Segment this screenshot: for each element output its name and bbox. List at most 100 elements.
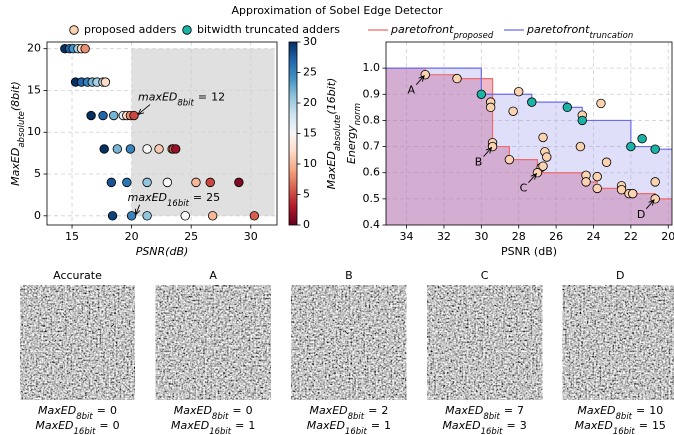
point (562, 102, 573, 113)
point (122, 177, 132, 188)
panel-caption-part: 0 (246, 404, 253, 417)
point (485, 102, 496, 113)
point (142, 177, 152, 188)
panel-caption: MaxED16bit = 1 (171, 419, 255, 435)
y-axis-label-part: Energy (345, 125, 358, 164)
panel-caption: MaxED16bit = 1 (307, 419, 391, 435)
annotation-part: 16bit (167, 198, 190, 208)
point (100, 77, 111, 87)
annotation-part: maxED (128, 191, 167, 204)
point (99, 144, 109, 154)
panel-caption-part: 16bit (209, 427, 232, 435)
annotation-arrow (645, 200, 654, 210)
panel-title: D (616, 269, 624, 282)
point (129, 110, 139, 121)
colorbar-tick-label: 10 (303, 157, 317, 170)
colorbar-label-part: (16bit) (325, 78, 338, 115)
annotation-arrow (136, 204, 140, 215)
point (592, 183, 602, 194)
point (577, 115, 587, 126)
panel-caption-part: 8bit (483, 412, 500, 422)
point (106, 177, 117, 188)
point (650, 177, 660, 187)
panel-caption-part: 15 (652, 419, 666, 432)
panel-caption-part: = (371, 419, 380, 432)
x-tick-label: 30 (244, 230, 258, 243)
panel-caption-part: 7 (517, 404, 524, 417)
panel-caption-part: 8bit (76, 412, 93, 422)
panel-image (562, 285, 674, 400)
point (126, 211, 137, 221)
point (542, 152, 552, 162)
pareto-line (386, 67, 672, 150)
annotation-part: = (193, 191, 202, 204)
y-axis-label: Energynorm (345, 103, 363, 164)
point (616, 185, 627, 195)
point (142, 211, 152, 221)
x-tick-label: 15 (65, 230, 79, 243)
colorbar (288, 41, 298, 226)
legend-label-part: paretofront (526, 23, 590, 36)
x-axis-label-part: PSNR(dB) (136, 245, 189, 258)
panel-caption-part: 8bit (212, 412, 229, 422)
panel-caption: MaxED8bit = 10 (577, 404, 663, 422)
panel-caption: MaxED16bit = 3 (442, 419, 526, 435)
annotation: A (407, 84, 415, 97)
x-tick-label: 34 (400, 230, 414, 243)
annotation-part: 25 (206, 191, 220, 204)
x-axis-label: PSNR(dB) (136, 245, 189, 258)
panel-image (155, 285, 271, 400)
panel-caption-part: MaxED (442, 419, 480, 432)
point (508, 106, 518, 116)
x-tick-label: 25 (184, 230, 198, 243)
y-tick-label: 10 (27, 125, 41, 138)
point (125, 144, 136, 154)
panel-image (427, 285, 543, 400)
panel-caption-part: = (504, 404, 513, 417)
legend-label-part: truncation (589, 31, 633, 41)
pareto-area (386, 68, 672, 226)
colorbar-label: MaxEDabsolute(16bit) (325, 78, 343, 190)
panel-caption-part: MaxED (38, 404, 76, 417)
panel-caption-part: 1 (384, 419, 391, 432)
point (205, 177, 215, 188)
point (538, 161, 548, 171)
point (154, 144, 164, 154)
point (476, 89, 487, 99)
x-tick-label: 28 (512, 230, 526, 243)
colorbar-tick-label: 30 (303, 35, 317, 48)
annotation: B (475, 156, 483, 169)
panel-caption: MaxED8bit = 0 (174, 404, 253, 422)
panel-caption-part: = (507, 419, 516, 432)
panel-caption: MaxED8bit = 0 (38, 404, 117, 422)
panel-caption-part: 16bit (74, 427, 97, 435)
panel-caption-part: MaxED (307, 419, 345, 432)
panel-image (20, 285, 135, 400)
panel-caption-part: 1 (248, 419, 255, 432)
panel-caption-part: MaxED (445, 404, 483, 417)
point (592, 171, 602, 182)
panel-caption-part: = (235, 419, 244, 432)
panel-caption-part: = (368, 404, 377, 417)
point (637, 134, 647, 144)
annotation-part: 8bit (177, 98, 194, 108)
x-tick-label: 32 (437, 230, 451, 243)
annotation: C (520, 182, 528, 195)
panel-caption-part: = (639, 419, 648, 432)
panel-caption-part: MaxED (575, 419, 613, 432)
point (626, 141, 636, 152)
panel-caption-part: 16bit (613, 427, 636, 435)
legend-label: bitwidth truncated adders (197, 23, 340, 36)
panel-caption-part: 16bit (481, 427, 504, 435)
y-axis-label-part: MaxED (9, 148, 22, 186)
point (162, 177, 173, 188)
point (596, 98, 606, 109)
panel-caption-part: = (97, 404, 106, 417)
annotation-arrow (415, 76, 424, 85)
panel-caption-part: 0 (113, 419, 120, 432)
point (107, 211, 118, 221)
panel-caption-part: MaxED (309, 404, 347, 417)
panel-title: C (481, 269, 489, 282)
y-axis-label-part: absolute (17, 111, 27, 148)
